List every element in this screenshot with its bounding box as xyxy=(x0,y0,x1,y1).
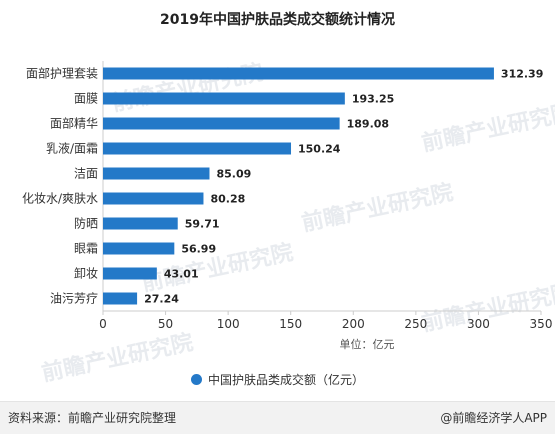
bar xyxy=(103,192,204,205)
legend: 中国护肤品类成交额（亿元） xyxy=(0,371,555,388)
data-label: 43.01 xyxy=(164,268,199,281)
x-tick-label: 300 xyxy=(467,317,490,331)
legend-marker xyxy=(190,374,202,385)
x-tick-label: 150 xyxy=(279,317,302,331)
category-label: 洁面 xyxy=(74,167,98,181)
x-tick-label: 200 xyxy=(342,317,365,331)
chart-title: 2019年中国护肤品类成交额统计情况 xyxy=(160,12,395,28)
data-label: 27.24 xyxy=(144,293,179,306)
category-label: 化妆水/爽肤水 xyxy=(22,191,98,206)
bar xyxy=(103,242,175,255)
data-label: 85.09 xyxy=(216,168,251,181)
bar xyxy=(103,67,494,80)
data-label: 56.99 xyxy=(181,243,216,256)
bar xyxy=(103,92,345,105)
source-note: 资料来源：前瞻产业研究院整理 xyxy=(8,411,177,425)
bar xyxy=(103,267,157,280)
category-label: 面部精华 xyxy=(50,116,98,131)
category-label: 面膜 xyxy=(74,92,98,106)
category-label: 卸妆 xyxy=(74,266,98,281)
category-label: 防晒 xyxy=(74,216,98,231)
x-axis-label: 单位：亿元 xyxy=(340,337,395,351)
x-tick-label: 50 xyxy=(158,317,173,331)
data-label: 80.28 xyxy=(210,193,245,206)
bar xyxy=(103,217,178,230)
data-label: 189.08 xyxy=(347,118,389,131)
footer: 资料来源：前瞻产业研究院整理 @前瞻经济学人APP xyxy=(0,401,555,434)
data-label: 193.25 xyxy=(352,93,394,106)
x-tick-label: 250 xyxy=(404,317,427,331)
category-label: 面部护理套装 xyxy=(26,66,98,81)
brand-credit: @前瞻经济学人APP xyxy=(440,411,547,425)
x-tick-label: 350 xyxy=(530,317,553,331)
category-label: 眼霜 xyxy=(74,242,98,256)
bar xyxy=(103,117,340,130)
category-label: 乳液/面霜 xyxy=(46,141,98,156)
data-label: 150.24 xyxy=(298,143,341,156)
bar xyxy=(103,167,210,180)
legend-label: 中国护肤品类成交额（亿元） xyxy=(207,373,364,387)
category-label: 油污芳疗 xyxy=(50,292,98,306)
x-tick-label: 100 xyxy=(217,317,240,331)
data-label: 59.71 xyxy=(185,218,220,231)
bar xyxy=(103,142,292,155)
bar xyxy=(103,292,138,305)
x-tick-label: 0 xyxy=(99,317,107,331)
data-label: 312.39 xyxy=(501,68,543,81)
bar-chart: 0 50 100 150 200 250 300 350 单位：亿元 面部护理套装 312.39 面膜… xyxy=(22,61,553,351)
